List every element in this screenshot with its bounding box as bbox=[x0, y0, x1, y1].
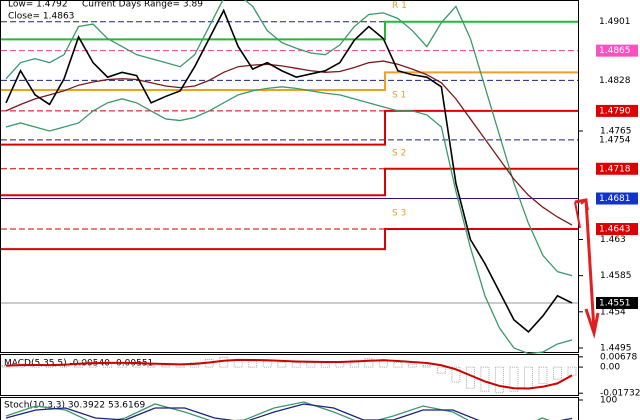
pivot-label: S 2 bbox=[392, 148, 406, 158]
header-close: Close= 1.4863 bbox=[8, 12, 74, 22]
macd-bar bbox=[161, 364, 171, 368]
level-label: 1.4865 bbox=[599, 46, 631, 56]
level-label: 1.4901 bbox=[599, 17, 631, 27]
y-tick-label: 1.463 bbox=[600, 235, 626, 245]
level-badge bbox=[596, 223, 638, 236]
header-range: Current Days Range= 3.89 bbox=[82, 0, 203, 10]
macd-bar bbox=[204, 359, 214, 368]
level-badge bbox=[596, 15, 638, 28]
y-tick-label: 1.4765 bbox=[600, 126, 632, 136]
macd-bar bbox=[74, 360, 84, 368]
pivot-label: R 1 bbox=[392, 1, 407, 11]
macd-bar bbox=[567, 366, 577, 376]
macd-bar bbox=[538, 366, 548, 385]
pivot-line bbox=[1, 167, 578, 197]
level-badge bbox=[596, 44, 638, 57]
level-label: 1.4790 bbox=[599, 106, 631, 116]
level-label: 1.4754 bbox=[599, 135, 631, 145]
level-badge bbox=[596, 104, 638, 117]
macd-bar bbox=[277, 361, 287, 368]
macd-bar bbox=[262, 360, 272, 368]
level-label: 1.4828 bbox=[599, 76, 631, 86]
y-tick-label: 0.00 bbox=[600, 363, 620, 373]
macd-bar bbox=[436, 366, 446, 374]
level-badge bbox=[596, 162, 638, 175]
stoch-title: Stoch(10,3,3) 30.3922 53.6169 bbox=[4, 401, 145, 411]
y-tick-label: 100 bbox=[600, 396, 617, 406]
y-tick-label: 0.00678 bbox=[600, 352, 637, 362]
stoch-line bbox=[5, 401, 551, 420]
macd-bar bbox=[146, 365, 156, 368]
macd-bar bbox=[407, 363, 417, 368]
macd-bar bbox=[291, 362, 301, 368]
level-badge bbox=[596, 74, 638, 87]
pivot-label: S 3 bbox=[392, 209, 406, 219]
macd-panel-frame bbox=[0, 354, 579, 396]
header-low: Low= 1.4792 bbox=[8, 0, 68, 10]
forecast-arrow-head bbox=[574, 198, 589, 229]
y-tick-label: 1.4495 bbox=[600, 343, 632, 353]
y-tick-label: 1.454 bbox=[600, 307, 626, 317]
y-tick-label: 1.4585 bbox=[600, 271, 632, 281]
series-line bbox=[5, 60, 573, 226]
macd-bar bbox=[364, 358, 374, 368]
macd-bar bbox=[248, 360, 258, 368]
macd-bar bbox=[509, 366, 519, 392]
main-panel-frame bbox=[0, 0, 579, 353]
series-line bbox=[5, 0, 573, 277]
macd-signal bbox=[5, 358, 573, 390]
macd-bar bbox=[451, 366, 461, 383]
level-label: 1.4718 bbox=[599, 164, 631, 174]
level-badge bbox=[596, 133, 638, 146]
series-line bbox=[5, 86, 573, 355]
level-badge bbox=[596, 192, 638, 205]
macd-bar bbox=[393, 362, 403, 368]
macd-bar bbox=[552, 366, 562, 380]
pivot-label: S 1 bbox=[392, 90, 406, 100]
pivot-line bbox=[1, 20, 578, 41]
stoch-panel-frame bbox=[0, 397, 579, 420]
level-label: 1.4551 bbox=[599, 298, 631, 308]
y-tick-label: -0.01732 bbox=[600, 389, 640, 399]
level-label: 1.4681 bbox=[599, 194, 631, 204]
macd-bar bbox=[349, 359, 359, 368]
pivot-line bbox=[1, 109, 578, 146]
pivot-line bbox=[1, 71, 578, 92]
level-label: 1.4643 bbox=[599, 225, 631, 235]
macd-bar bbox=[523, 366, 533, 389]
macd-bar bbox=[422, 365, 432, 368]
pivot-line bbox=[1, 228, 578, 251]
macd-bar bbox=[494, 366, 504, 394]
level-badge bbox=[596, 296, 638, 309]
macd-bar bbox=[88, 361, 98, 368]
series-line bbox=[5, 8, 573, 334]
stoch-line bbox=[5, 403, 573, 420]
